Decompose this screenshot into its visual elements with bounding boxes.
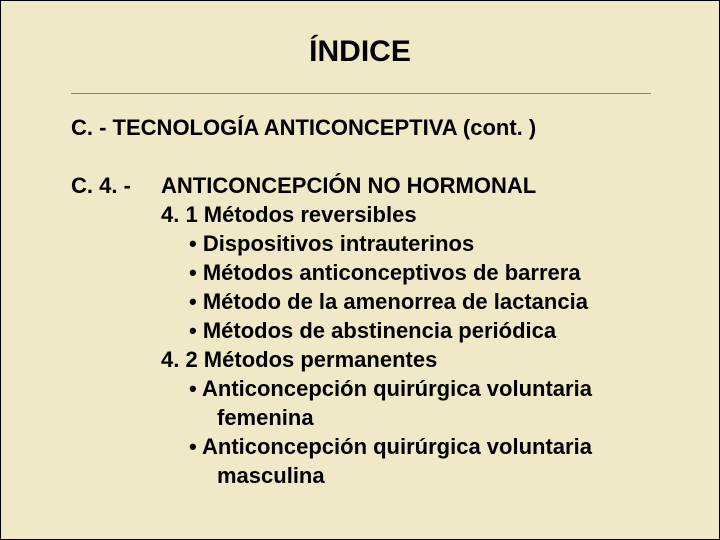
content-block: C. 4. - ANTICONCEPCIÓN NO HORMONAL4. 1 M… bbox=[71, 171, 592, 490]
content-line: • Anticoncepción quirúrgica voluntaria bbox=[161, 374, 592, 403]
content-line: • Métodos anticonceptivos de barrera bbox=[161, 258, 592, 287]
content-line: • Anticoncepción quirúrgica voluntaria bbox=[161, 432, 592, 461]
content-line: femenina bbox=[161, 403, 592, 432]
content-line: masculina bbox=[161, 461, 592, 490]
content-line: ANTICONCEPCIÓN NO HORMONAL bbox=[161, 171, 592, 200]
section-heading: C. - TECNOLOGÍA ANTICONCEPTIVA (cont. ) bbox=[71, 115, 536, 141]
divider bbox=[71, 93, 651, 94]
content-line: 4. 1 Métodos reversibles bbox=[161, 200, 592, 229]
content-label: C. 4. - bbox=[71, 171, 161, 200]
content-line: 4. 2 Métodos permanentes bbox=[161, 345, 592, 374]
content-line: • Dispositivos intrauterinos bbox=[161, 229, 592, 258]
slide: ÍNDICE C. - TECNOLOGÍA ANTICONCEPTIVA (c… bbox=[0, 0, 720, 540]
content-line: • Métodos de abstinencia periódica bbox=[161, 316, 592, 345]
content-body: ANTICONCEPCIÓN NO HORMONAL4. 1 Métodos r… bbox=[161, 171, 592, 490]
page-title: ÍNDICE bbox=[1, 35, 719, 69]
content-line: • Método de la amenorrea de lactancia bbox=[161, 287, 592, 316]
